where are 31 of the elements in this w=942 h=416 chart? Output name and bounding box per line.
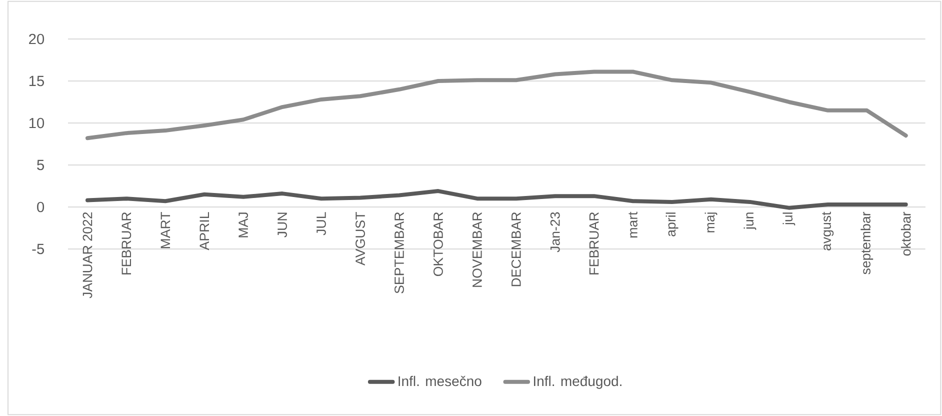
x-tick-label: FEBRUAR xyxy=(122,212,132,274)
x-tick-label: MART xyxy=(160,212,170,248)
legend-label: Infl. međugod. xyxy=(534,376,622,389)
y-tick-label: 5 xyxy=(37,160,44,170)
x-tick-label: septembar xyxy=(860,212,874,274)
x-tick-label: JANUAR 2022 xyxy=(82,212,92,298)
x-tick-label: Jan-23 xyxy=(550,212,560,252)
y-tick-label: 15 xyxy=(29,76,44,86)
x-tick-label: MAJ xyxy=(238,212,248,238)
x-tick-label: SEPTEMBAR xyxy=(394,212,404,294)
x-tick-label: JUL xyxy=(316,212,326,236)
y-tick-label: -5 xyxy=(32,244,44,254)
x-tick-label: april xyxy=(666,212,678,236)
y-tick-label: 10 xyxy=(29,118,44,128)
x-tick-label: DECEMBAR xyxy=(511,212,521,286)
x-tick-label: OKTOBAR xyxy=(434,212,443,276)
y-tick-label: 20 xyxy=(29,34,44,44)
x-tick-label: JUN xyxy=(278,212,287,238)
x-tick-label: AVGUST xyxy=(356,212,365,266)
legend-label: Infl. mesečno xyxy=(398,376,482,386)
x-tick-label: jun xyxy=(744,212,756,230)
line-series xyxy=(86,70,908,140)
x-tick-label: APRIL xyxy=(200,212,209,250)
x-tick-label: mart xyxy=(628,212,638,238)
x-tick-label: avgust xyxy=(822,212,834,250)
x-tick-label: FEBRUAR xyxy=(589,212,599,274)
y-tick-label: 0 xyxy=(37,202,44,212)
x-tick-label: jul xyxy=(782,212,796,226)
x-tick-label: maj xyxy=(704,212,718,232)
x-tick-label: oktobar xyxy=(900,212,911,256)
x-tick-label: NOVEMBAR xyxy=(472,212,482,287)
